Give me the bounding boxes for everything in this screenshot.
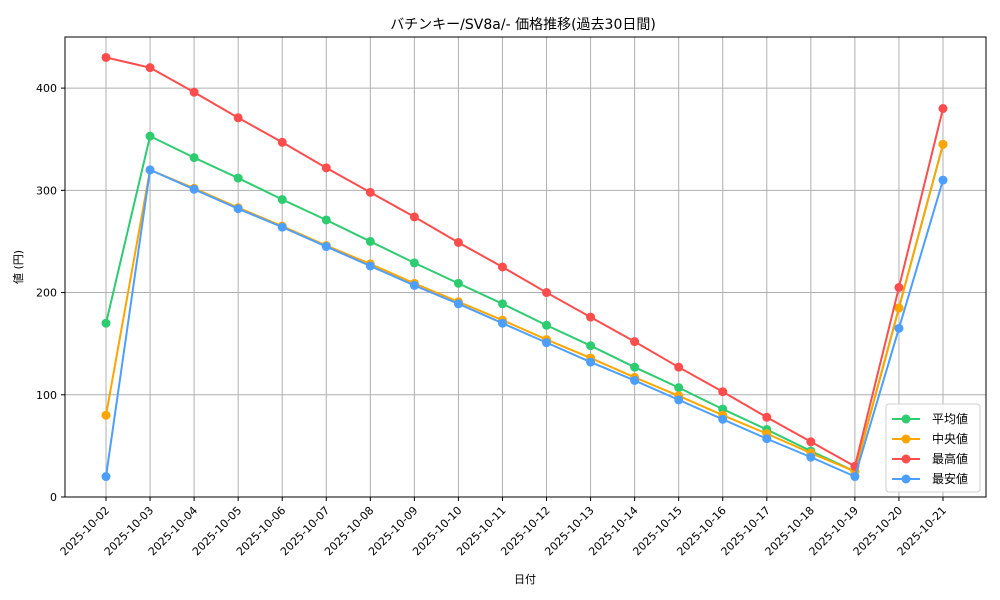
series-lines xyxy=(101,52,948,482)
data-point xyxy=(233,204,243,214)
data-point xyxy=(409,212,419,222)
data-point xyxy=(101,318,111,328)
data-point xyxy=(806,452,816,462)
data-point xyxy=(453,237,463,247)
series-2 xyxy=(101,52,948,471)
data-point xyxy=(718,414,728,424)
data-point xyxy=(674,383,684,393)
data-point xyxy=(321,163,331,173)
data-point xyxy=(674,395,684,405)
y-tick-label: 400 xyxy=(36,82,57,95)
data-point xyxy=(453,278,463,288)
data-point xyxy=(497,299,507,309)
data-point xyxy=(365,187,375,197)
data-point xyxy=(145,63,155,73)
data-point xyxy=(101,472,111,482)
legend-label: 中央値 xyxy=(932,431,968,446)
data-point xyxy=(189,184,199,194)
data-point xyxy=(145,131,155,141)
data-point xyxy=(497,262,507,272)
series-3 xyxy=(101,165,948,482)
legend-label: 平均値 xyxy=(932,411,968,426)
y-tick-label: 200 xyxy=(36,287,57,300)
data-point xyxy=(321,215,331,225)
y-axis-ticks: 0 100 200 300 400 xyxy=(36,82,65,504)
data-point xyxy=(894,323,904,333)
plot-frame xyxy=(64,36,987,498)
data-point xyxy=(497,318,507,328)
data-point xyxy=(101,410,111,420)
data-point xyxy=(542,320,552,330)
data-point xyxy=(894,282,904,292)
data-point xyxy=(586,312,596,322)
series-0 xyxy=(101,131,948,476)
data-point xyxy=(938,104,948,114)
x-axis-ticks: 2025-10-022025-10-032025-10-042025-10-05… xyxy=(58,497,949,558)
data-point xyxy=(409,280,419,290)
data-point xyxy=(277,137,287,147)
data-point xyxy=(938,139,948,149)
data-point xyxy=(718,387,728,397)
data-point xyxy=(762,434,772,444)
y-axis-label: 値 (円) xyxy=(12,250,25,284)
data-point xyxy=(542,338,552,348)
data-point xyxy=(938,175,948,185)
y-tick-label: 100 xyxy=(36,389,57,402)
data-point xyxy=(365,261,375,271)
data-point xyxy=(630,337,640,347)
data-point xyxy=(365,236,375,246)
data-point xyxy=(630,362,640,372)
data-point xyxy=(409,258,419,268)
legend-label: 最安値 xyxy=(932,471,968,486)
data-point xyxy=(630,375,640,385)
data-point xyxy=(586,357,596,367)
data-point xyxy=(762,412,772,422)
data-point xyxy=(894,303,904,313)
legend-item: 最安値 xyxy=(892,471,968,486)
data-point xyxy=(453,299,463,309)
data-point xyxy=(189,153,199,163)
data-point xyxy=(674,362,684,372)
data-point xyxy=(101,52,111,62)
legend-box xyxy=(885,403,981,493)
data-point xyxy=(145,165,155,175)
data-point xyxy=(277,222,287,232)
grid-lines xyxy=(65,37,986,498)
data-point xyxy=(321,242,331,252)
x-axis-label: 日付 xyxy=(514,573,536,586)
legend-item: 中央値 xyxy=(892,431,968,446)
legend-item: 最高値 xyxy=(892,451,968,466)
data-point xyxy=(233,113,243,123)
y-tick-label: 300 xyxy=(36,184,57,197)
data-point xyxy=(586,341,596,351)
legend-label: 最高値 xyxy=(932,451,968,466)
data-point xyxy=(189,87,199,97)
data-point xyxy=(233,173,243,183)
y-tick-label: 0 xyxy=(50,491,57,504)
data-point xyxy=(542,288,552,298)
data-point xyxy=(850,472,860,482)
chart-title: バチンキー/SV8a/- 価格推移(過去30日間) xyxy=(390,17,656,33)
data-point xyxy=(277,195,287,205)
data-point xyxy=(806,437,816,447)
legend-item: 平均値 xyxy=(892,411,968,426)
